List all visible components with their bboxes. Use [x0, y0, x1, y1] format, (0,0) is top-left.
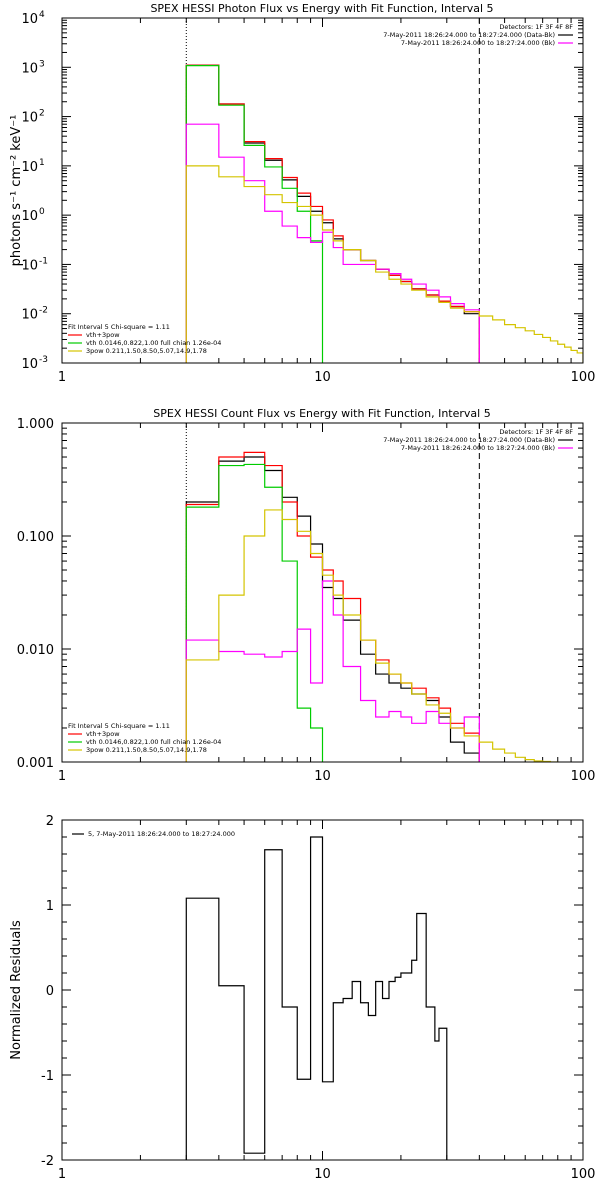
chart-0-ytick-label: 10: [21, 308, 38, 323]
chart-0-ylabel: photons s⁻¹ cm⁻² keV⁻¹: [9, 115, 24, 267]
chart-2-frame: [61, 819, 584, 1161]
chart-1-frame: [61, 422, 584, 763]
chart-0-series-4: [185, 165, 583, 363]
chart-0-ytick-exp: -2: [39, 306, 48, 316]
chart-1-xtick-label: 1: [58, 769, 66, 784]
chart-0-ytick-label: 10: [21, 111, 38, 126]
chart-0-frame: [61, 17, 584, 364]
chart-1-xtick-label: 10: [314, 769, 331, 784]
chart-0-series-1: [185, 64, 480, 363]
chart-0-legend-bl-3: 3pow 0.211,1.50,8.50,5.07,14.9,1.78: [86, 347, 207, 355]
chart-0-xtick-label: 1: [58, 370, 66, 385]
chart-0-legend-tr-0: Detectors: 1F 3F 4F 8F: [499, 23, 573, 31]
chart-0-ytick-exp: -1: [39, 256, 48, 266]
chart-2-ytick-label: -2: [41, 1154, 54, 1169]
chart-1-legend-bl-1: vth+3pow: [86, 730, 120, 738]
chart-1-series-2: [185, 463, 324, 762]
chart-1-ytick-label: 0.001: [17, 756, 54, 771]
ytick-base: 10: [21, 209, 38, 224]
ytick-base: 10: [21, 61, 38, 76]
chart-2-ytick-label: -1: [41, 1069, 54, 1084]
chart-2-series-0: [185, 836, 448, 1160]
chart-2-xtick-label: 10: [314, 1167, 331, 1182]
chart-0-ytick-exp: 4: [39, 10, 45, 20]
chart-0-legend-bl-0: Fit Interval 5 Chi-square = 1.11: [68, 323, 170, 331]
chart-0-series-0: [185, 64, 480, 363]
chart-2-ytick-label: 2: [46, 814, 54, 829]
chart-0-ytick-exp: 2: [39, 109, 45, 119]
chart-1-legend-bl-3: 3pow 0.211,1.50,8.50,5.07,14.9,1.78: [86, 746, 207, 754]
chart-1-legend-tr-2: 7-May-2011 18:26:24.000 to 18:27:24.000 …: [401, 444, 555, 452]
chart-0-ytick-exp: 0: [39, 207, 45, 217]
chart-0-ytick-exp: 3: [39, 59, 45, 69]
chart-0-series-3: [185, 123, 480, 363]
chart-1-series-1: [185, 451, 480, 762]
chart-1-ytick-label: 0.100: [17, 530, 54, 545]
chart-0-legend-tr-2: 7-May-2011 18:26:24.000 to 18:27:24.000 …: [401, 39, 555, 47]
chart-0-ytick-exp: -3: [39, 355, 48, 365]
chart-1-xtick-label: 100: [571, 769, 596, 784]
chart-2-ylabel: Normalized Residuals: [9, 920, 24, 1060]
chart-2-legend-tl-0: 5, 7-May-2011 18:26:24.000 to 18:27:24.0…: [88, 830, 235, 838]
chart-2-xtick-label: 100: [571, 1167, 596, 1182]
chart-1-legend-bl-0: Fit Interval 5 Chi-square = 1.11: [68, 722, 170, 730]
ytick-base: 10: [21, 357, 38, 372]
chart-0-ytick-label: 10: [21, 258, 38, 273]
chart-0-xtick-label: 10: [314, 370, 331, 385]
chart-0-series-2: [185, 65, 324, 363]
chart-0-ytick-exp: 1: [39, 158, 45, 168]
chart-0-ytick-label: 10: [21, 357, 38, 372]
ytick-base: 10: [21, 258, 38, 273]
ytick-base: 10: [21, 12, 38, 27]
chart-0-legend-bl-1: vth+3pow: [86, 331, 120, 339]
chart-1-title: SPEX HESSI Count Flux vs Energy with Fit…: [153, 407, 490, 420]
ytick-base: 10: [21, 308, 38, 323]
chart-1-ytick-label: 1.000: [17, 417, 54, 432]
chart-0-ytick-label: 10: [21, 160, 38, 175]
chart-0-xtick-label: 100: [571, 370, 596, 385]
chart-1-series-3: [185, 580, 480, 762]
chart-2-ytick-label: 0: [46, 984, 54, 999]
chart-2-ytick-label: 1: [46, 899, 54, 914]
chart-2-xtick-label: 1: [58, 1167, 66, 1182]
chart-0-ytick-label: 10: [21, 209, 38, 224]
chart-1-series-4: [185, 509, 559, 762]
chart-0-legend-bl-2: vth 0.0146,0.822,1.00 full chian 1.26e-0…: [86, 339, 221, 347]
chart-1-ytick-label: 0.010: [17, 643, 54, 658]
chart-0-ytick-label: 10: [21, 12, 38, 27]
chart-0-ytick-label: 10: [21, 61, 38, 76]
chart-1-legend-bl-2: vth 0.0146,0.822,1.00 full chian 1.26e-0…: [86, 738, 221, 746]
ytick-base: 10: [21, 111, 38, 126]
chart-1-legend-tr-1: 7-May-2011 18:26:24.000 to 18:27:24.000 …: [383, 436, 555, 444]
chart-0-title: SPEX HESSI Photon Flux vs Energy with Fi…: [150, 2, 493, 15]
chart-0-legend-tr-1: 7-May-2011 18:26:24.000 to 18:27:24.000 …: [383, 31, 555, 39]
ytick-base: 10: [21, 160, 38, 175]
chart-1-legend-tr-0: Detectors: 1F 3F 4F 8F: [499, 428, 573, 436]
